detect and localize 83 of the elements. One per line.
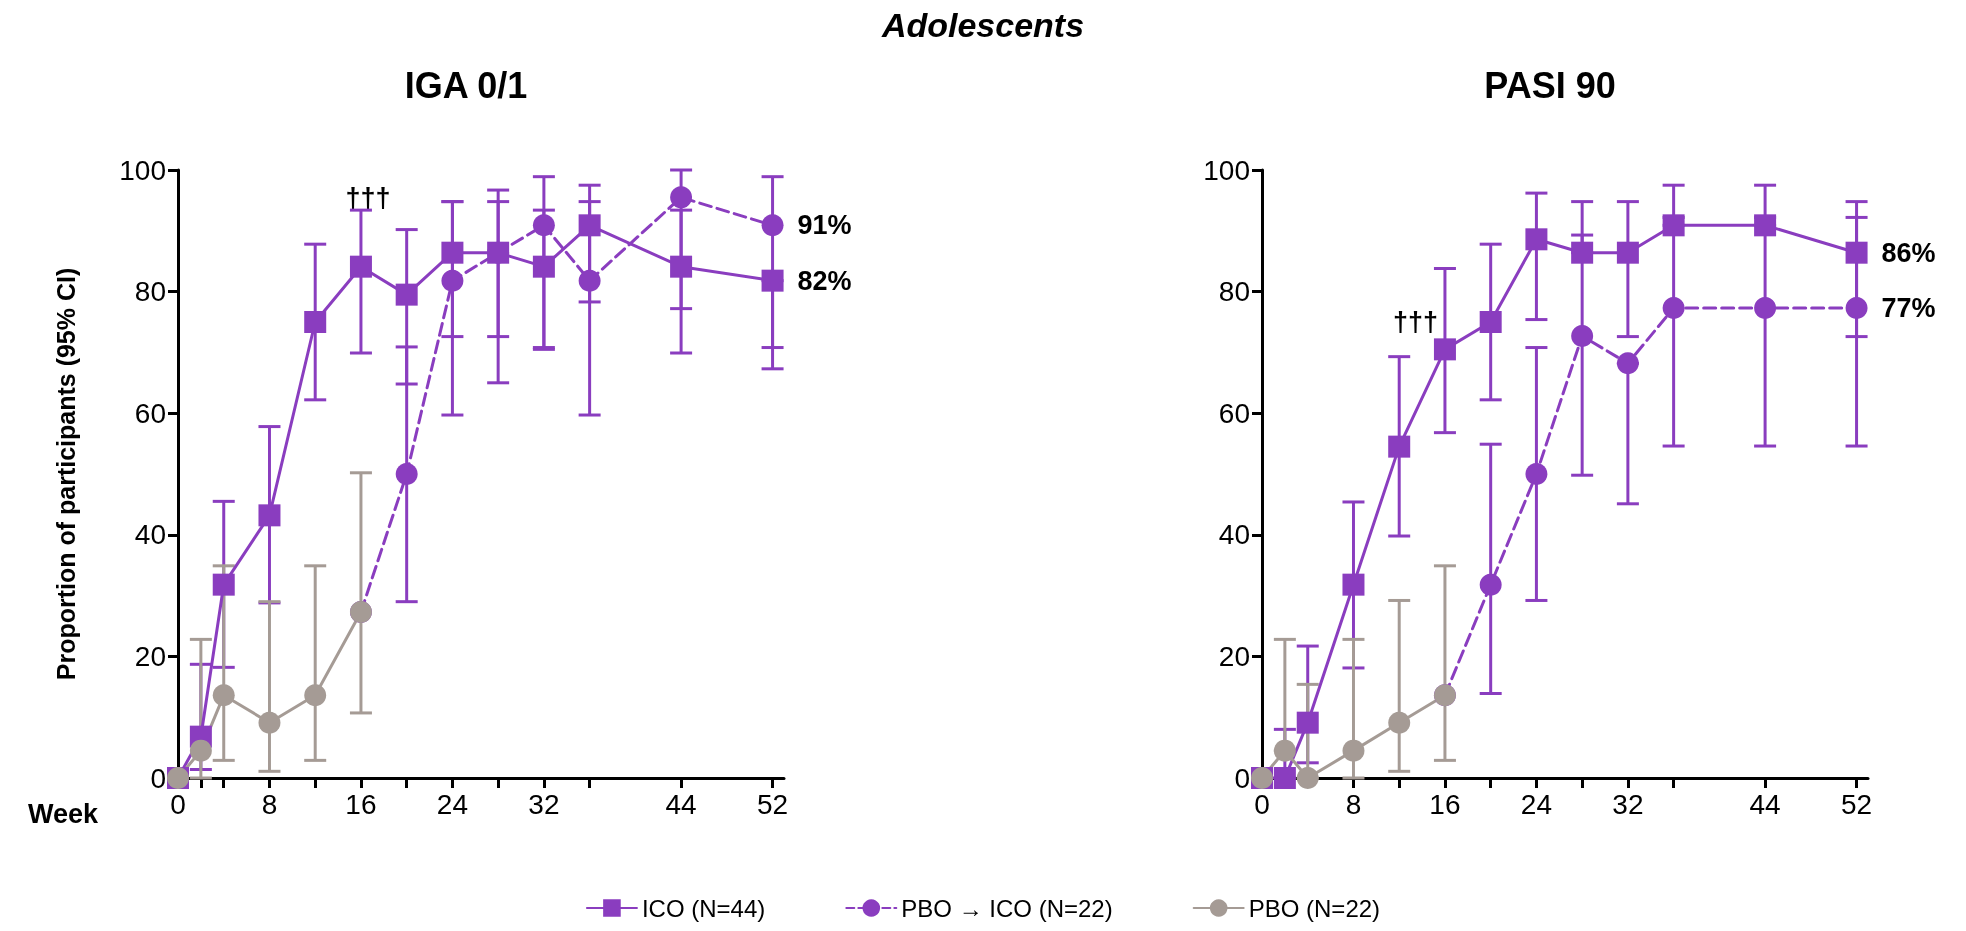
point: [1525, 228, 1548, 251]
point: [578, 269, 601, 292]
y-tick-label: 100: [119, 154, 166, 186]
point: [1571, 324, 1594, 347]
annotation: †††: [1392, 306, 1438, 337]
x-tick-label: 8: [1345, 788, 1362, 820]
point: [1433, 338, 1456, 361]
point: [1273, 767, 1296, 789]
x-tick-label: 16: [345, 788, 377, 820]
x-tick-label: 32: [1612, 788, 1644, 820]
point: [1342, 573, 1365, 596]
y-tick-label: 20: [1218, 640, 1250, 672]
point: [1479, 311, 1502, 333]
chart-title: IGA 0/1: [404, 64, 528, 106]
point: [1754, 214, 1777, 237]
point: [258, 711, 281, 734]
annotation: †††: [345, 182, 391, 213]
point: [1388, 435, 1411, 458]
y-tick-label: 40: [134, 519, 166, 551]
y-tick-label: 0: [1234, 762, 1250, 794]
y-tick-label: 80: [1218, 276, 1250, 308]
y-tick-label: 80: [134, 276, 166, 308]
data-label: 77%: [1881, 293, 1936, 324]
point: [1296, 711, 1319, 734]
point: [761, 269, 784, 292]
x-tick-label: 8: [261, 788, 278, 820]
point: [441, 241, 464, 264]
legend-label: ICO (N=44): [641, 894, 766, 922]
x-tick-label: 32: [528, 788, 560, 820]
point: [395, 283, 418, 306]
point: [670, 255, 693, 278]
point: [1754, 297, 1777, 320]
point: [1845, 297, 1868, 320]
y-tick-label: 20: [134, 640, 166, 672]
x-tick-label: 44: [1749, 788, 1781, 820]
y-tick-label: 60: [1218, 397, 1250, 429]
point: [212, 573, 235, 596]
point: [532, 214, 555, 237]
point: [1662, 214, 1685, 237]
x-tick-label: 24: [1520, 788, 1552, 820]
data-label: 86%: [1881, 237, 1936, 268]
point: [349, 255, 372, 278]
point: [212, 684, 235, 707]
x-tick-label: 0: [170, 788, 186, 820]
y-tick-label: 0: [150, 762, 166, 794]
point: [1273, 739, 1296, 762]
point: [304, 684, 327, 707]
point: [578, 214, 601, 237]
point: [1342, 739, 1365, 762]
data-label: 82%: [797, 265, 852, 296]
point: [304, 311, 327, 333]
point: [1662, 297, 1685, 320]
point: [1616, 241, 1639, 264]
data-label: 91%: [797, 210, 852, 241]
point: [395, 463, 418, 485]
point: [1296, 767, 1319, 789]
point: [1571, 241, 1594, 264]
point: [441, 269, 464, 292]
point: [258, 504, 281, 527]
y-axis-title: Proportion of participants (95% CI): [51, 267, 80, 681]
x-tick-label: 52: [1840, 788, 1873, 820]
point: [1479, 573, 1502, 596]
point: [1845, 241, 1868, 264]
point: [1525, 463, 1548, 485]
y-tick-label: 100: [1203, 154, 1250, 186]
point: [1616, 352, 1639, 375]
point: [761, 214, 784, 237]
x-tick-label: 0: [1254, 788, 1270, 820]
x-tick-label: 16: [1429, 788, 1461, 820]
legend-label: PBO (N=22): [1248, 894, 1381, 922]
point: [532, 255, 555, 278]
point: [670, 186, 693, 209]
chart-title: PASI 90: [1484, 64, 1616, 106]
y-tick-label: 60: [134, 397, 166, 429]
x-tick-label: 24: [436, 788, 468, 820]
x-tick-label: 44: [665, 788, 697, 820]
point: [189, 739, 212, 762]
legend-label: PBO → ICO (N=22): [901, 894, 1113, 922]
x-tick-label: 52: [756, 788, 789, 820]
point: [1388, 711, 1411, 734]
y-tick-label: 40: [1218, 519, 1250, 551]
text: Adolescents: [880, 6, 1085, 44]
x-axis-title: Week: [28, 798, 100, 829]
